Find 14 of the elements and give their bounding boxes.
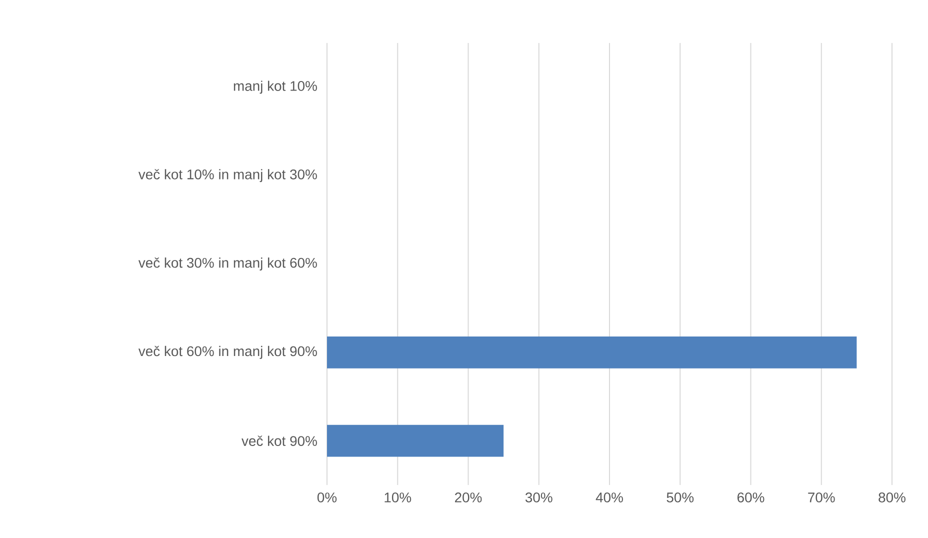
y-tick-label: več kot 90% (242, 436, 317, 446)
x-tick-label: 50% (666, 492, 694, 502)
x-tick-label: 10% (384, 492, 412, 502)
x-tick-label: 20% (455, 492, 482, 502)
x-tick-label: 60% (738, 492, 764, 502)
x-tick-label: 40% (596, 492, 623, 502)
x-tick-label: 70% (808, 492, 835, 502)
x-tick-label: 80% (878, 492, 906, 502)
y-tick-label: več kot 30% in manj kot 60% (138, 257, 317, 271)
x-tick-label: 0% (317, 492, 337, 502)
x-tick-label: 30% (525, 492, 552, 502)
y-tick-label: manj kot 10% (234, 80, 317, 94)
y-tick-label: več kot 60% in manj kot 90% (138, 346, 317, 359)
y-tick-label: več kot 10% in manj kot 30% (138, 169, 317, 182)
